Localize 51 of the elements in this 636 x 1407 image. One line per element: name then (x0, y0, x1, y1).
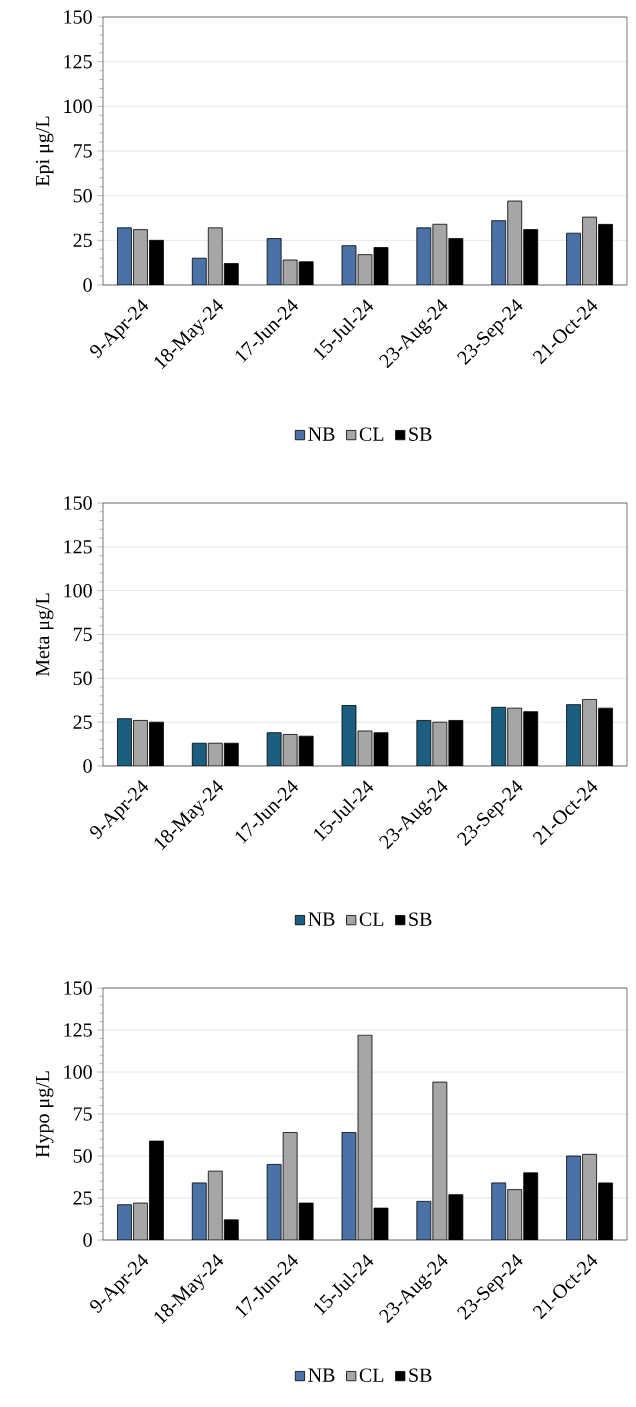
bar (133, 720, 148, 767)
bar (133, 229, 148, 286)
bar (507, 200, 523, 286)
bar (582, 698, 597, 767)
y-tick-label: 0 (83, 1233, 92, 1247)
y-tick-label: 150 (64, 496, 92, 510)
y-tick-label: 25 (73, 233, 92, 248)
y-tick-label: 100 (64, 99, 92, 114)
legend-label: CL (359, 1368, 384, 1382)
bar (507, 1189, 523, 1241)
y-axis-title: Hypo μg/L (35, 1071, 54, 1158)
y-tick-label: 150 (64, 981, 92, 995)
legend-label: SB (409, 1368, 432, 1382)
bar (566, 704, 581, 767)
bar (491, 706, 507, 767)
bar (432, 1081, 448, 1241)
bar (207, 1170, 223, 1241)
y-tick-label: 125 (64, 540, 92, 554)
y-tick-label: 75 (73, 144, 92, 158)
bar (117, 227, 132, 286)
bar (491, 220, 507, 286)
bar (207, 227, 223, 286)
legend-label: NB (308, 427, 335, 441)
y-tick-label: 0 (83, 759, 92, 773)
y-axis-title: Meta μg/L (35, 593, 54, 677)
y-tick-label: 50 (73, 671, 92, 686)
legend-label: NB (308, 1368, 335, 1382)
legend-label: NB (308, 912, 335, 926)
y-tick-label: 0 (83, 278, 92, 292)
bar (582, 1153, 597, 1241)
y-tick-label: 25 (73, 715, 92, 729)
y-tick-label: 50 (73, 188, 92, 203)
y-tick-label: 100 (64, 583, 92, 598)
y-axis-title: Epi μg/L (35, 116, 54, 187)
y-tick-label: 50 (73, 1149, 92, 1163)
y-tick-label: 25 (73, 1191, 92, 1205)
legend-label: SB (409, 912, 432, 926)
bar (117, 718, 132, 767)
y-tick-label: 125 (64, 54, 92, 69)
y-tick-label: 100 (64, 1065, 92, 1079)
legend-label: CL (359, 427, 384, 441)
legend-label: SB (409, 427, 432, 441)
bar (507, 707, 523, 767)
legend-label: CL (359, 912, 384, 926)
bar (566, 1155, 581, 1241)
y-tick-label: 150 (64, 10, 92, 24)
bar (582, 216, 597, 286)
y-tick-label: 75 (73, 1107, 92, 1121)
y-tick-label: 75 (73, 627, 92, 642)
y-tick-label: 125 (64, 1023, 92, 1037)
bar (566, 232, 581, 286)
